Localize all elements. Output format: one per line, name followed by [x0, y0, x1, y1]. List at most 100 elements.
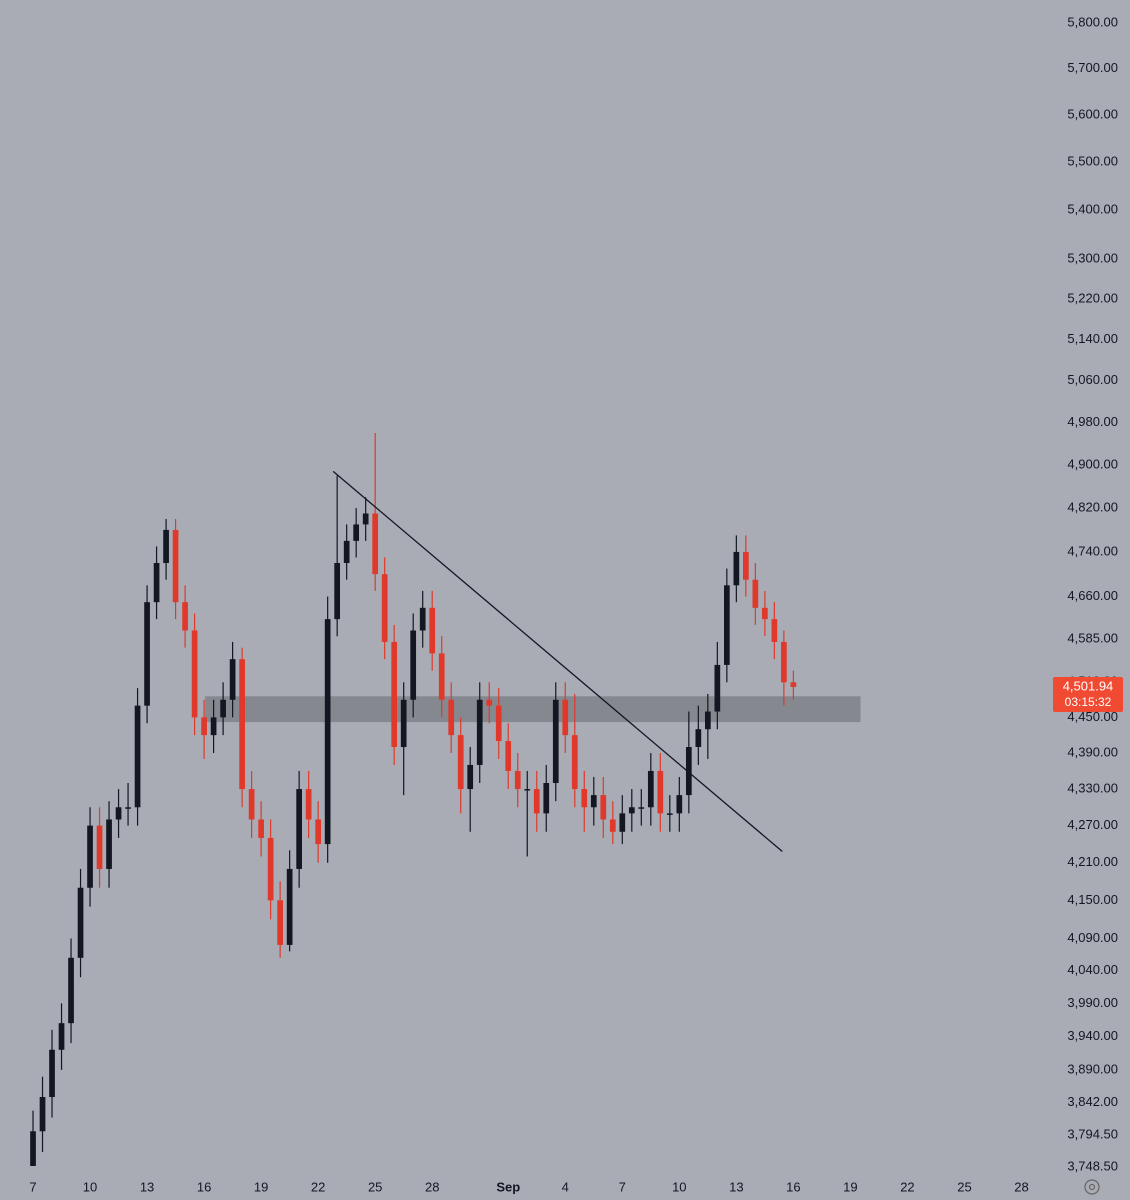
candle-body — [286, 868, 293, 945]
candle-body — [676, 795, 683, 814]
candle-body — [590, 795, 597, 808]
candle-body — [600, 795, 607, 820]
y-tick-label: 4,390.00 — [1067, 744, 1118, 759]
candle-body — [153, 563, 160, 603]
candle-body — [762, 607, 768, 620]
x-tick-label: 13 — [729, 1179, 743, 1194]
y-tick-label: 5,800.00 — [1067, 14, 1118, 29]
last-price-label: 4,501.94 — [1063, 678, 1114, 693]
candle-body — [77, 887, 84, 958]
candle-body — [562, 699, 569, 736]
candle-body — [172, 529, 179, 603]
candle-body — [657, 770, 664, 814]
candle-body — [229, 659, 236, 700]
candle-body — [210, 717, 217, 736]
candle-body — [125, 807, 131, 809]
candle-body — [343, 540, 350, 564]
x-tick-label: 16 — [786, 1179, 800, 1194]
x-tick-label: 10 — [672, 1179, 686, 1194]
candle-body — [581, 789, 588, 808]
x-tick-label: 19 — [254, 1179, 268, 1194]
candle-body — [666, 813, 673, 815]
y-tick-label: 4,820.00 — [1067, 499, 1118, 514]
y-tick-label: 5,060.00 — [1067, 372, 1118, 387]
y-tick-label: 4,585.00 — [1067, 631, 1118, 646]
candle-body — [305, 789, 312, 820]
candle-body — [505, 741, 512, 771]
candle-body — [144, 602, 150, 706]
candle-body — [685, 747, 692, 796]
candle-body — [476, 699, 483, 765]
candle-body — [410, 630, 417, 700]
candle-body — [362, 513, 369, 525]
y-tick-label: 5,700.00 — [1067, 60, 1118, 75]
x-tick-label: 13 — [140, 1179, 154, 1194]
y-tick-label: 4,040.00 — [1067, 962, 1118, 977]
candle-body — [372, 513, 379, 575]
candle-body — [201, 717, 207, 736]
y-tick-label: 4,150.00 — [1067, 892, 1118, 907]
candle-body — [771, 619, 778, 642]
y-tick-label: 5,300.00 — [1067, 251, 1118, 266]
candle-body — [647, 770, 654, 808]
candle-body — [467, 764, 474, 790]
candle-body — [58, 1023, 65, 1050]
candle-body — [182, 602, 188, 631]
x-tick-label: 22 — [311, 1179, 325, 1194]
y-tick-label: 5,600.00 — [1067, 106, 1118, 121]
y-tick-label: 5,500.00 — [1067, 154, 1118, 169]
candle-body — [628, 807, 635, 814]
x-tick-label: 16 — [197, 1179, 211, 1194]
candle-body — [391, 641, 398, 748]
candle-body — [619, 813, 626, 832]
settings-icon[interactable] — [1084, 1179, 1100, 1195]
y-tick-label: 3,990.00 — [1067, 995, 1118, 1010]
candle-body — [695, 729, 702, 748]
x-tick-label: 22 — [900, 1179, 914, 1194]
candle-body — [743, 551, 749, 580]
settings-ring[interactable] — [1084, 1179, 1100, 1195]
y-tick-label: 4,660.00 — [1067, 588, 1118, 603]
candle-body — [571, 735, 578, 790]
candle-body — [723, 585, 730, 665]
x-tick-label: 19 — [843, 1179, 857, 1194]
candle-body — [752, 579, 759, 608]
trendline — [332, 470, 783, 853]
candle-body — [258, 819, 264, 838]
candle-body — [39, 1097, 46, 1132]
y-tick-label: 4,740.00 — [1067, 543, 1118, 558]
x-tick-label: 28 — [1014, 1179, 1028, 1194]
candle-body — [277, 900, 283, 945]
candle-body — [448, 699, 455, 736]
candle-body — [115, 807, 122, 820]
candle-body — [353, 524, 360, 541]
candle-body — [514, 770, 521, 790]
x-tick-label: Sep — [496, 1179, 520, 1194]
settings-core[interactable] — [1088, 1183, 1096, 1191]
x-tick-label: 25 — [957, 1179, 971, 1194]
candle-body — [106, 819, 112, 869]
candle-body — [533, 789, 540, 814]
y-tick-label: 3,794.50 — [1067, 1127, 1118, 1142]
y-tick-label: 4,980.00 — [1067, 414, 1118, 429]
x-tick-label: 25 — [368, 1179, 382, 1194]
candle-body — [790, 682, 797, 687]
y-tick-label: 4,900.00 — [1067, 456, 1118, 471]
candle-body — [248, 789, 255, 820]
candle-body — [191, 630, 198, 718]
candle-body — [87, 825, 93, 888]
candle-body — [457, 735, 464, 790]
candle-body — [134, 705, 141, 808]
y-tick-label: 4,450.00 — [1067, 709, 1118, 724]
y-tick-label: 3,842.00 — [1067, 1094, 1118, 1109]
candle-body — [220, 699, 226, 718]
y-tick-label: 5,140.00 — [1067, 331, 1118, 346]
candle-body — [296, 789, 302, 869]
candle-body — [495, 705, 502, 742]
candle-body — [714, 664, 721, 712]
candle-body — [324, 619, 331, 845]
candle-body — [267, 837, 274, 901]
candle-body — [609, 819, 616, 832]
